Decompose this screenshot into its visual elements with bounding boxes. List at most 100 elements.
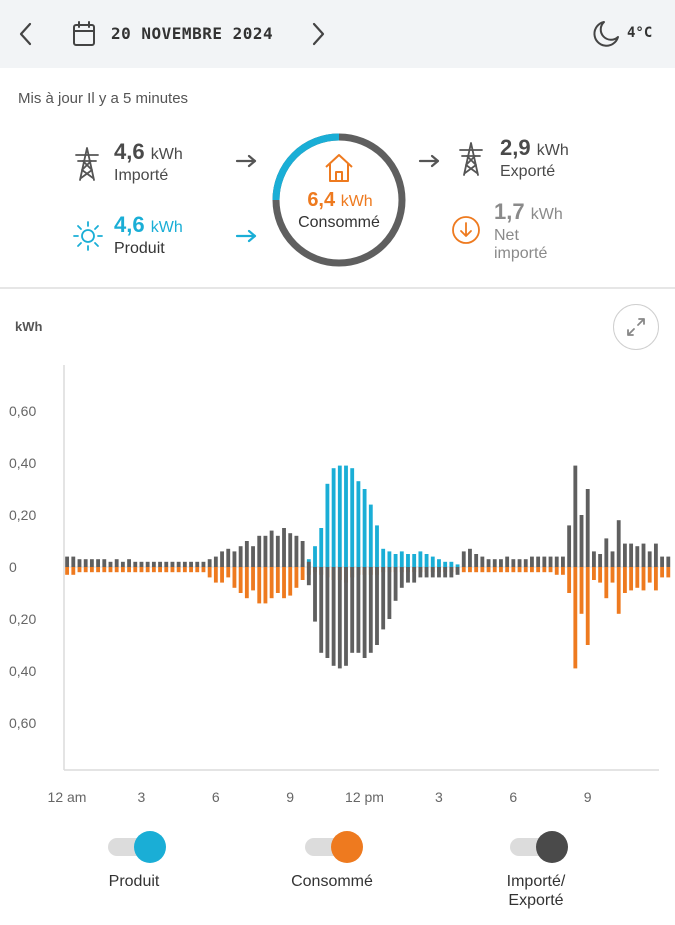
imported-stat: 4,6 kWh Importé — [114, 140, 183, 185]
toggle-produced[interactable] — [108, 830, 166, 864]
bar — [542, 567, 547, 573]
y-tick-label: 0,20 — [9, 611, 36, 627]
bar — [592, 551, 596, 567]
bar — [561, 556, 565, 567]
arrow-right-export-icon — [418, 154, 440, 168]
bar — [406, 554, 410, 567]
bar — [542, 556, 547, 567]
bar — [306, 567, 311, 586]
bar — [201, 567, 206, 573]
bar — [399, 551, 404, 567]
net-value: 1,7 — [494, 199, 525, 224]
bar — [151, 561, 156, 567]
bar — [387, 551, 392, 567]
power-pylon-export-icon — [459, 142, 483, 176]
bar — [244, 567, 249, 599]
bar — [294, 535, 299, 567]
bar — [666, 556, 671, 567]
bar — [567, 567, 572, 593]
bar — [263, 567, 268, 604]
bar — [585, 567, 590, 645]
date-label[interactable]: 20 NOVEMBRE 2024 — [111, 24, 274, 43]
bar — [325, 483, 330, 567]
bar — [102, 567, 107, 573]
bar — [108, 567, 113, 573]
bar — [195, 561, 200, 567]
toggle-imported-exported[interactable] — [510, 830, 568, 864]
bar — [474, 567, 479, 573]
x-tick-label: 12 pm — [345, 789, 384, 805]
bar — [418, 567, 423, 578]
consumed-stat: 6,4 kWh — [296, 188, 384, 214]
bar — [616, 567, 621, 614]
bar — [257, 567, 262, 604]
bar — [554, 556, 559, 567]
bar — [499, 567, 503, 573]
bar — [592, 567, 596, 580]
bar — [418, 551, 423, 567]
net-label-line2: importé — [494, 245, 548, 262]
bar — [238, 546, 243, 567]
next-day-button[interactable] — [308, 20, 328, 48]
x-tick-label: 12 am — [48, 789, 87, 805]
bar — [145, 567, 150, 573]
bar — [461, 567, 466, 573]
bar — [387, 567, 392, 619]
bar — [468, 548, 472, 567]
bar — [653, 567, 658, 591]
bar — [127, 567, 131, 573]
x-tick-label: 3 — [435, 789, 443, 805]
bar — [393, 554, 398, 567]
bar — [114, 567, 119, 573]
bar — [647, 551, 652, 567]
sun-icon — [73, 221, 103, 251]
bar — [437, 567, 441, 578]
bar — [71, 556, 76, 567]
bar — [381, 567, 386, 630]
bar — [622, 543, 627, 567]
bar — [120, 567, 125, 573]
calendar-icon[interactable] — [72, 21, 96, 47]
bar — [108, 561, 113, 567]
bar — [96, 567, 101, 573]
house-icon — [325, 154, 353, 182]
bar — [220, 567, 224, 583]
bar — [207, 567, 212, 578]
chevron-right-icon — [312, 22, 325, 46]
legend-grid-label-line2: Exporté — [508, 892, 564, 909]
consumed-unit: kWh — [340, 193, 373, 210]
bar — [263, 535, 268, 567]
bar — [598, 567, 603, 583]
y-tick-label: 0,40 — [9, 663, 36, 679]
bar — [170, 561, 175, 567]
arrow-right-blue-icon — [235, 229, 257, 243]
bar — [77, 559, 82, 567]
imported-unit: kWh — [150, 146, 183, 163]
bar — [443, 567, 448, 578]
bar — [573, 465, 578, 567]
bar — [653, 543, 658, 567]
exported-unit: kWh — [536, 142, 569, 159]
arrow-right-icon — [235, 154, 257, 168]
power-pylon-icon — [75, 147, 99, 181]
produced-unit: kWh — [150, 219, 183, 236]
net-stat: 1,7 kWh Net importé — [494, 200, 563, 263]
bar — [375, 567, 379, 645]
bar — [511, 567, 516, 573]
bar — [468, 567, 472, 573]
bar — [96, 559, 101, 567]
bar — [368, 504, 373, 567]
bar — [567, 525, 572, 567]
bar — [319, 528, 324, 567]
bar — [139, 567, 144, 573]
bar — [660, 567, 665, 578]
bar — [399, 567, 404, 588]
bar — [114, 559, 119, 567]
toggle-consumed[interactable] — [305, 830, 363, 864]
bar — [232, 551, 237, 567]
bar — [523, 559, 528, 567]
produced-value: 4,6 — [114, 212, 145, 237]
previous-day-button[interactable] — [16, 20, 36, 48]
expand-chart-button[interactable] — [613, 304, 659, 350]
legend-consumed-label: Consommé — [291, 873, 373, 890]
